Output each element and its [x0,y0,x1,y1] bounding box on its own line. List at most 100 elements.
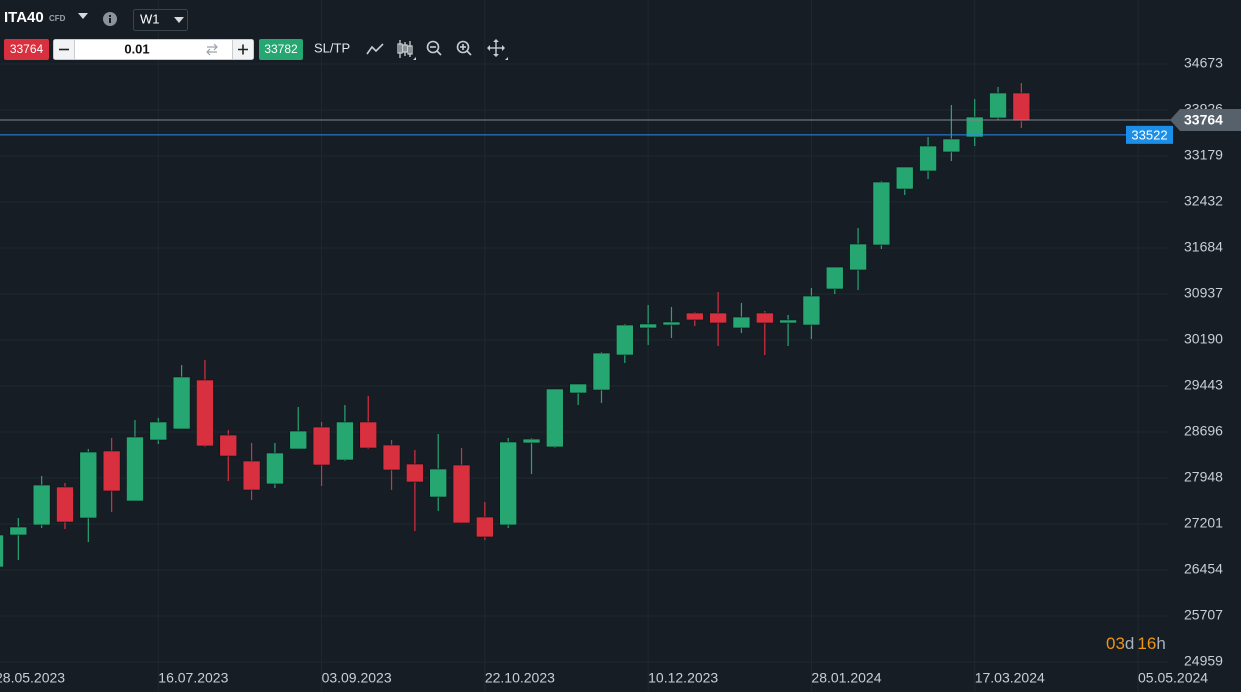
candle-body [616,324,634,356]
line-chart-icon[interactable] [366,43,384,55]
y-tick-label: 31684 [1184,239,1223,255]
toolbar: ITA40 CFD W1 33764 0.01 33782 SL/TP [4,9,508,60]
axes: 3467333926331793243231684309373019029443… [0,55,1223,686]
candle-body [406,463,424,483]
sell-price: 33764 [10,42,44,56]
x-tick-label: 16.07.2023 [158,670,228,686]
candle-body [242,460,261,491]
candle-body [989,92,1007,119]
y-tick-label: 28696 [1184,423,1223,439]
y-tick-label: 27201 [1184,515,1223,531]
y-tick-label: 30937 [1184,285,1223,301]
plus-icon [238,44,248,55]
candle-body [196,379,214,447]
countdown-days-unit: d [1125,634,1134,653]
y-tick-label: 27948 [1184,469,1223,485]
candle-body [359,421,378,449]
x-tick-label: 17.03.2024 [975,670,1045,686]
grid [0,0,1168,692]
candle-body [779,319,797,324]
candle-body [872,181,891,246]
y-tick-label: 32432 [1184,193,1223,209]
candle-body [126,436,144,502]
lot-input[interactable] [53,39,254,60]
candle-body [895,166,914,190]
x-tick-label: 28.01.2024 [811,670,881,686]
y-tick-label: 33179 [1184,147,1223,163]
order-tag [1126,125,1173,144]
candle-body [266,452,284,485]
candle-body [312,426,331,466]
candle-body [919,145,937,172]
sl-tp-button[interactable]: SL/TP [314,40,350,55]
candle-body [592,352,611,391]
candle-body [732,316,751,329]
order-tag-label: 33522 [1131,127,1167,142]
candle-body [802,295,821,326]
price-tag [1170,108,1241,131]
countdown-days: 03 [1106,634,1125,653]
y-tick-label: 30190 [1184,331,1223,347]
countdown: 03d 16h [1106,634,1166,653]
pan-icon[interactable] [487,39,505,57]
y-tick-label: 24959 [1184,653,1223,669]
candle-body [219,434,238,457]
y-tick-label: 26454 [1184,561,1223,577]
zoom-out-icon[interactable] [426,40,442,56]
y-tick-label: 34673 [1184,55,1223,71]
candle-chart-icon[interactable] [397,40,413,58]
symbol[interactable]: ITA40 [4,9,44,26]
candle-body [685,312,704,321]
y-tick-label: 25707 [1184,607,1223,623]
price-tag-label: 33764 [1184,112,1223,128]
candle-body [965,116,984,138]
x-tick-label: 05.05.2024 [1138,670,1208,686]
buy-button[interactable] [259,39,303,60]
candle-body [639,323,657,329]
timeframe-select[interactable] [133,9,188,31]
submenu-mark [505,57,508,60]
timeframe: W1 [140,11,160,26]
candle-body [569,383,587,394]
candle-body [149,421,168,441]
candle-body [32,484,51,526]
candle-body [102,450,121,492]
candle-body [825,266,844,290]
sell-button[interactable] [4,39,49,60]
candle-body [172,376,191,430]
candle-body [452,464,471,524]
candle-body [709,312,727,324]
x-tick-label: 28.05.2023 [0,670,65,686]
candle-body [499,441,517,526]
candle-body [79,451,98,519]
candle-body [9,526,28,536]
candle-body [849,243,867,271]
candle-body [1012,92,1031,122]
symbol-badge: CFD [49,14,66,23]
candle-body [56,486,74,523]
timeframe-dropdown [174,17,184,23]
candle-body [0,534,4,568]
lot-value: 0.01 [124,41,149,56]
price-tags: 33522 33764 [0,108,1241,144]
countdown-hours-unit: h [1156,634,1165,653]
candle-body [546,388,564,448]
candle-body [289,430,308,450]
plot-area [0,83,1031,568]
x-tick-label: 10.12.2023 [648,670,718,686]
countdown-hours: 16 [1137,634,1156,653]
zoom-in-icon[interactable] [456,40,472,56]
candle-body [429,468,448,498]
candle-body [942,138,961,153]
swap-icon[interactable] [206,43,218,56]
candle-body [336,421,354,461]
info-icon-bar [109,18,111,23]
symbol-dropdown[interactable] [78,13,88,19]
candle-body [662,321,681,326]
candle-body [755,312,774,324]
y-tick-label: 29443 [1184,377,1223,393]
x-tick-label: 03.09.2023 [322,670,392,686]
candle-body [476,516,494,538]
